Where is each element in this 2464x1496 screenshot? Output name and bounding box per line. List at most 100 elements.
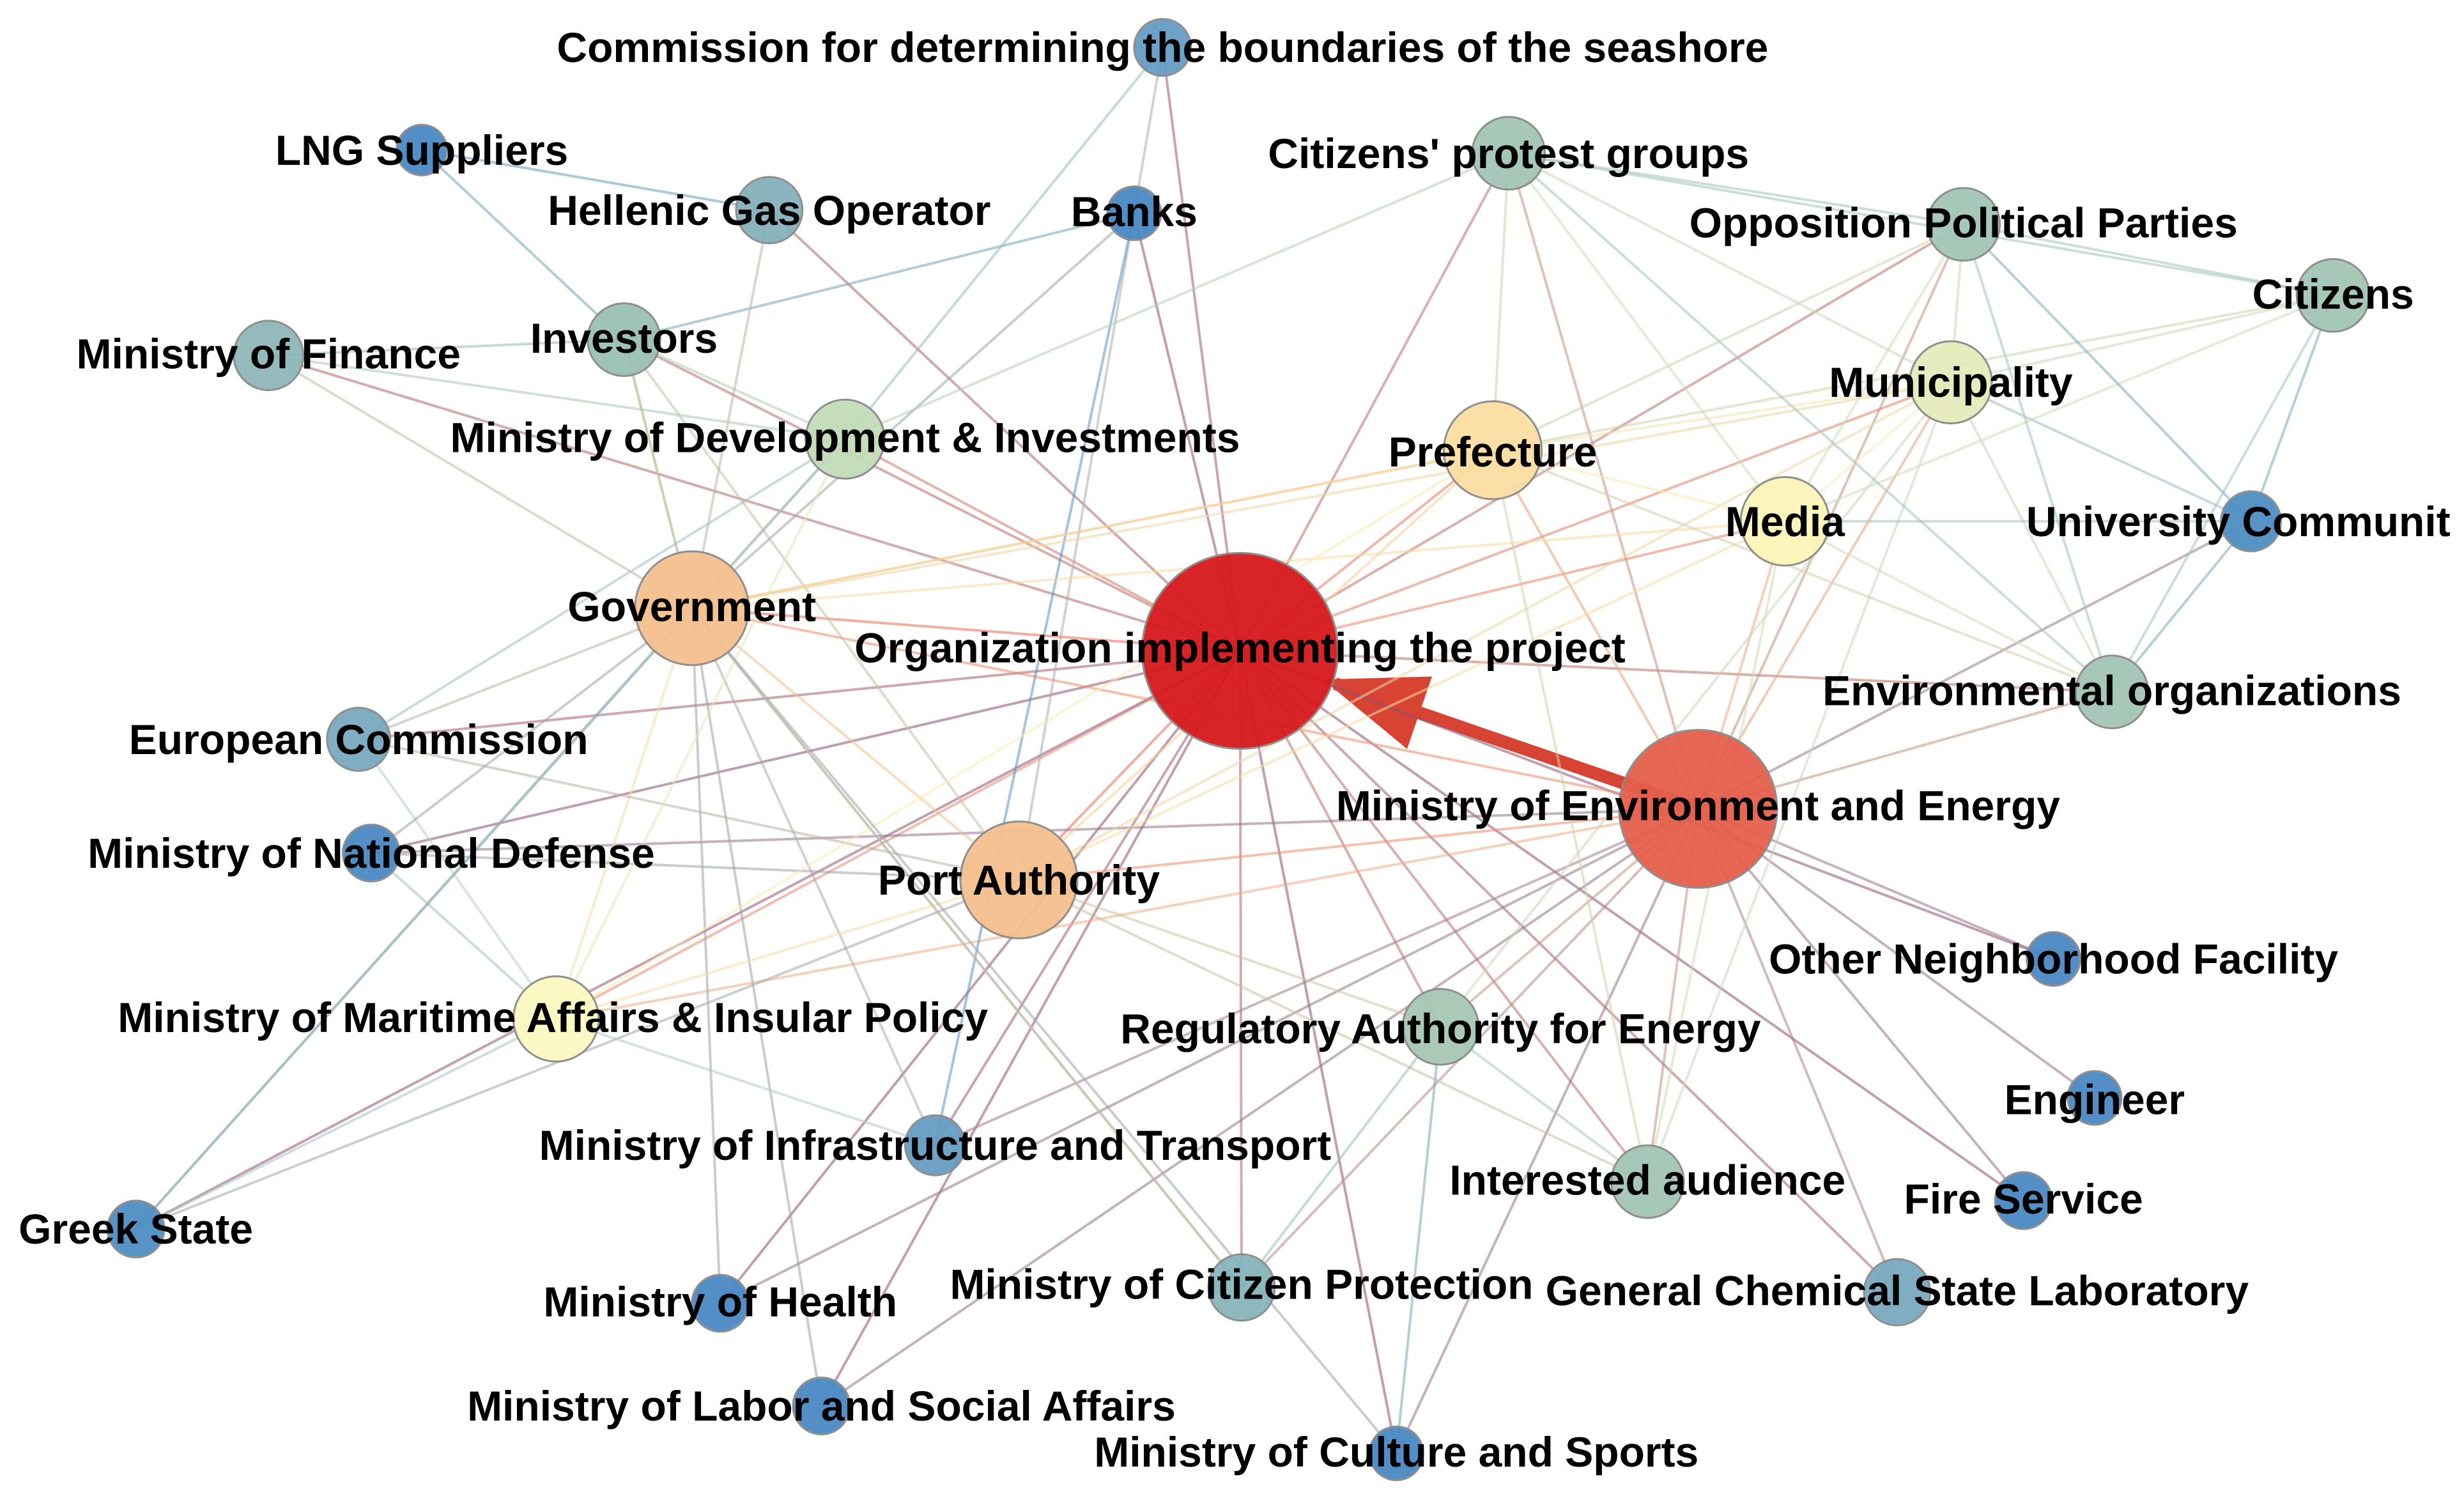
edge-muni-envorg — [1950, 382, 2113, 693]
node-label-fire: Fire Service — [1904, 1175, 2143, 1222]
node-minhealth[interactable] — [691, 1274, 750, 1333]
edge-prefect-interested — [1491, 450, 1649, 1182]
node-eucomm[interactable] — [326, 706, 392, 772]
node-hgo[interactable] — [735, 176, 804, 245]
node-label-mindev: Ministry of Development & Investments — [450, 414, 1240, 461]
node-label-marit: Ministry of Maritime Affairs & Insular P… — [118, 994, 988, 1041]
edge-hgo-govt — [690, 210, 771, 609]
node-label-media: Media — [1725, 498, 1845, 545]
node-prefect[interactable] — [1442, 400, 1543, 500]
node-banks[interactable] — [1106, 185, 1162, 242]
node-label-orgimpl: Organization implementing the project — [854, 624, 1625, 672]
edge-orgimpl-fire — [1239, 649, 2024, 1202]
node-label-seashore: Commission for determining the boundarie… — [557, 24, 1768, 71]
node-minenv[interactable] — [1618, 729, 1778, 889]
edge-minenv-port — [1019, 807, 1698, 881]
node-envorg[interactable] — [2074, 654, 2150, 730]
node-label-eucomm: European Commission — [129, 716, 589, 763]
node-greek[interactable] — [106, 1199, 166, 1259]
edge-orgimpl-interested — [1238, 650, 1649, 1183]
node-protest[interactable] — [1471, 116, 1546, 191]
node-label-engineer: Engineer — [2005, 1076, 2185, 1123]
edge-prefect-marit — [555, 449, 1494, 1021]
node-orgimpl[interactable] — [1141, 551, 1339, 750]
edge-port-marit — [555, 878, 1020, 1021]
edge-eucomm-mindev — [358, 438, 846, 741]
node-label-interested: Interested audience — [1449, 1157, 1845, 1204]
node-seashore[interactable] — [1133, 18, 1192, 77]
edge-investors-minfin — [268, 338, 624, 357]
node-univ[interactable] — [2220, 490, 2283, 553]
edge-port-rae — [1018, 879, 1442, 1028]
node-rae[interactable] — [1401, 987, 1480, 1066]
edge-minenv-engineer — [1697, 808, 2096, 1099]
node-interested[interactable] — [1610, 1144, 1685, 1219]
node-port[interactable] — [959, 820, 1079, 939]
node-media[interactable] — [1739, 476, 1831, 567]
edge-port-eucomm — [358, 737, 1019, 881]
node-lng[interactable] — [395, 123, 449, 176]
node-mininfra[interactable] — [904, 1114, 966, 1176]
edge-rae-minculture — [1395, 1026, 1442, 1454]
node-label-minenv: Ministry of Environment and Energy — [1336, 782, 2060, 829]
edge-minenv-minlabor — [820, 808, 1699, 1407]
edge-marit-greek — [135, 1017, 557, 1231]
node-mindef[interactable] — [341, 823, 401, 883]
edge-citizens-envorg — [2111, 295, 2334, 693]
node-minculture[interactable] — [1368, 1425, 1424, 1481]
node-label-investors: Investors — [530, 314, 718, 362]
node-label-banks: Banks — [1071, 188, 1197, 235]
edge-port-media — [1018, 520, 1786, 881]
edge-media-opposition — [1783, 223, 1965, 522]
node-govt[interactable] — [634, 550, 750, 667]
edge-govt-eucomm — [358, 606, 693, 741]
edge-banks-mininfra — [934, 213, 1136, 1146]
node-label-port: Port Authority — [878, 856, 1160, 904]
nodes-layer — [106, 18, 2371, 1481]
edge-protest-mindev — [844, 151, 1509, 441]
node-investors[interactable] — [587, 302, 661, 377]
edge-minenv-marit — [555, 807, 1698, 1021]
node-otherfac[interactable] — [2026, 930, 2082, 987]
edge-muni-protest — [1507, 152, 1952, 383]
node-label-citizens: Citizens — [2252, 270, 2414, 318]
node-opposition[interactable] — [1926, 187, 2001, 262]
node-engineer[interactable] — [2067, 1070, 2123, 1126]
node-label-envorg: Environmental organizations — [1822, 667, 2401, 714]
edge-mindev-minfin — [268, 354, 845, 441]
node-mindev[interactable] — [805, 398, 886, 480]
node-label-mininfra: Ministry of Infrastructure and Transport — [539, 1122, 1332, 1169]
edge-orgimpl-minculture — [1238, 651, 1398, 1454]
edge-orgimpl-envorg — [1240, 649, 2113, 693]
labels-layer: Organization implementing the project Min… — [19, 24, 2451, 1476]
edge-govt-port — [691, 607, 1020, 881]
edge-orgimpl-mincit — [1238, 651, 1243, 1288]
edge-marit-eucomm — [357, 738, 557, 1020]
node-minfin[interactable] — [233, 320, 305, 392]
node-gcsl[interactable] — [1863, 1258, 1932, 1327]
edge-muni-interested — [1646, 382, 1952, 1182]
node-label-lng: LNG Suppliers — [275, 127, 568, 174]
node-label-minculture: Ministry of Culture and Sports — [1094, 1428, 1698, 1476]
node-muni[interactable] — [1909, 340, 1993, 424]
edge-investors-banks — [623, 212, 1135, 341]
node-mincit[interactable] — [1207, 1253, 1276, 1322]
edge-opposition-envorg — [1962, 224, 2113, 693]
node-fire[interactable] — [1994, 1171, 2053, 1230]
edge-minenv-opposition — [1697, 224, 1965, 810]
edge-minenv-minculture — [1395, 808, 1700, 1454]
edge-govt-mininfra — [690, 607, 937, 1146]
edge-mindef-govt — [370, 607, 693, 854]
node-label-mindef: Ministry of National Defense — [88, 829, 655, 877]
edge-orgimpl-investors — [623, 338, 1241, 652]
node-marit[interactable] — [512, 975, 600, 1063]
node-label-univ: University Communit — [2026, 498, 2451, 545]
edge-prefect-media — [1492, 449, 1785, 523]
edge-prefect-muni — [1492, 381, 1952, 452]
edge-minenv-gcsl — [1697, 808, 1898, 1293]
node-minlabor[interactable] — [792, 1376, 851, 1436]
node-citizens[interactable] — [2295, 258, 2371, 333]
edge-govt-muni — [691, 381, 1952, 610]
node-label-muni: Municipality — [1829, 359, 2073, 406]
